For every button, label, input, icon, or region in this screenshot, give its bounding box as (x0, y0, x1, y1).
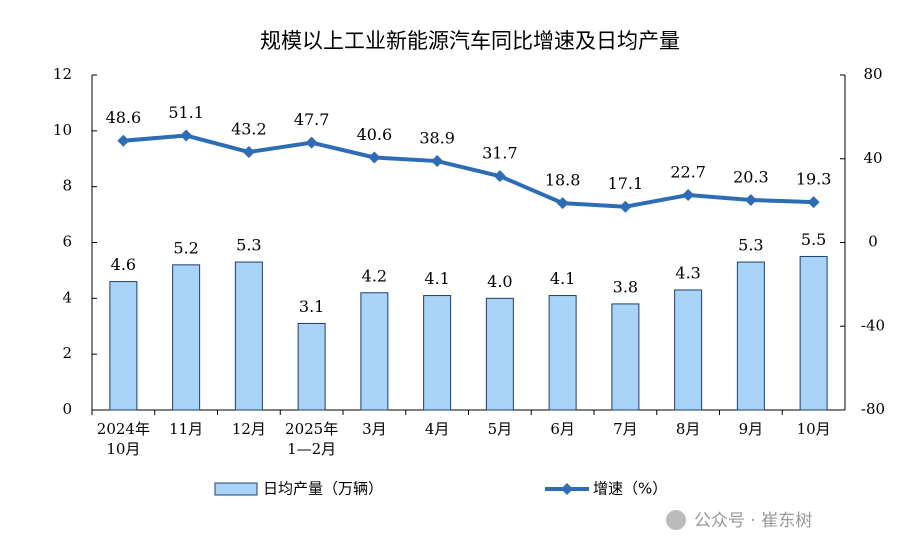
x-tick-label: 6月 (550, 420, 575, 438)
y2-tick-label: -40 (861, 316, 885, 334)
bar (611, 303, 640, 411)
watermark: 公众号 · 崔东树 (666, 510, 812, 531)
line-marker (305, 136, 318, 149)
bar-value-label: 4.1 (424, 269, 449, 288)
line-marker (368, 151, 381, 164)
line-marker (682, 188, 695, 201)
line-value-label: 47.7 (294, 110, 330, 129)
legend-label: 增速（%） (593, 480, 667, 498)
bar (234, 261, 263, 411)
line-marker (807, 196, 820, 209)
line (123, 133, 814, 209)
legend-marker (561, 483, 573, 495)
x-tick-label: 3月 (362, 420, 387, 438)
bar-value-label: 4.6 (111, 255, 136, 274)
bar (423, 295, 452, 411)
bar (172, 264, 201, 411)
y2-tick-label: 80 (863, 65, 882, 83)
line-value-label: 20.3 (733, 167, 769, 186)
line-value-label: 51.1 (168, 103, 204, 122)
x-tick-label: 2024年 (97, 420, 150, 438)
line-marker (431, 155, 444, 168)
bar-value-label: 4.0 (487, 272, 512, 291)
x-tick-label: 8月 (676, 420, 701, 438)
bar-value-label: 4.2 (362, 266, 387, 285)
bar (297, 322, 326, 411)
bar-value-label: 5.3 (236, 236, 261, 255)
y-tick-label: 2 (62, 344, 72, 362)
line-marker (556, 197, 569, 210)
y2-tick-label: 0 (868, 233, 878, 251)
y-tick-label: 4 (62, 288, 72, 306)
line-value-label: 48.6 (106, 108, 142, 127)
line-marker (117, 134, 130, 147)
line-value-label: 38.9 (419, 129, 455, 148)
bar (736, 261, 765, 411)
bar-value-label: 3.8 (613, 277, 638, 296)
bar-value-label: 4.1 (550, 269, 575, 288)
y2-tick-label: -80 (861, 400, 885, 418)
line-value-label: 19.3 (796, 170, 832, 189)
bar-value-label: 4.3 (675, 263, 700, 282)
watermark-icon (666, 510, 686, 530)
line-value-label: 18.8 (545, 171, 581, 190)
bar-value-label: 3.1 (299, 297, 324, 316)
x-tick-label: 12月 (232, 420, 266, 438)
y2-tick-label: 40 (863, 149, 882, 167)
bar-value-label: 5.2 (173, 238, 198, 257)
legend-swatch (214, 482, 258, 496)
bar (799, 255, 828, 411)
line-value-label: 17.1 (608, 174, 644, 193)
watermark-text: 公众号 · 崔东树 (694, 511, 812, 531)
x-tick-label: 10月 (106, 440, 140, 458)
y-tick-label: 6 (62, 233, 72, 251)
line-marker (493, 170, 506, 183)
x-tick-label: 11月 (169, 420, 203, 438)
line-marker (744, 193, 757, 206)
line-value-label: 31.7 (482, 144, 518, 163)
legend-label: 日均产量（万辆） (263, 480, 383, 498)
x-tick-label: 7月 (613, 420, 638, 438)
bar (548, 295, 577, 411)
bar-value-label: 5.3 (738, 236, 763, 255)
y-tick-label: 10 (53, 121, 72, 139)
chart-title: 规模以上工业新能源汽车同比增速及日均产量 (260, 29, 680, 53)
x-tick-label: 2025年 (285, 420, 338, 438)
x-tick-label: 10月 (797, 420, 831, 438)
bar (360, 292, 389, 411)
y-tick-label: 12 (53, 65, 72, 83)
x-tick-label: 9月 (739, 420, 764, 438)
x-tick-label: 1—2月 (287, 440, 336, 458)
x-tick-label: 4月 (425, 420, 450, 438)
bar (485, 297, 514, 411)
line-value-label: 22.7 (670, 162, 706, 181)
y-tick-label: 8 (62, 177, 72, 195)
bar (109, 281, 138, 411)
bar-value-label: 5.5 (801, 230, 826, 249)
bar (674, 289, 703, 411)
line-marker (180, 129, 193, 142)
line-marker (619, 200, 632, 213)
line-marker (242, 146, 255, 159)
line-value-label: 40.6 (357, 125, 393, 144)
x-tick-label: 5月 (488, 420, 513, 438)
y-tick-label: 0 (62, 400, 72, 418)
line-value-label: 43.2 (231, 120, 267, 139)
